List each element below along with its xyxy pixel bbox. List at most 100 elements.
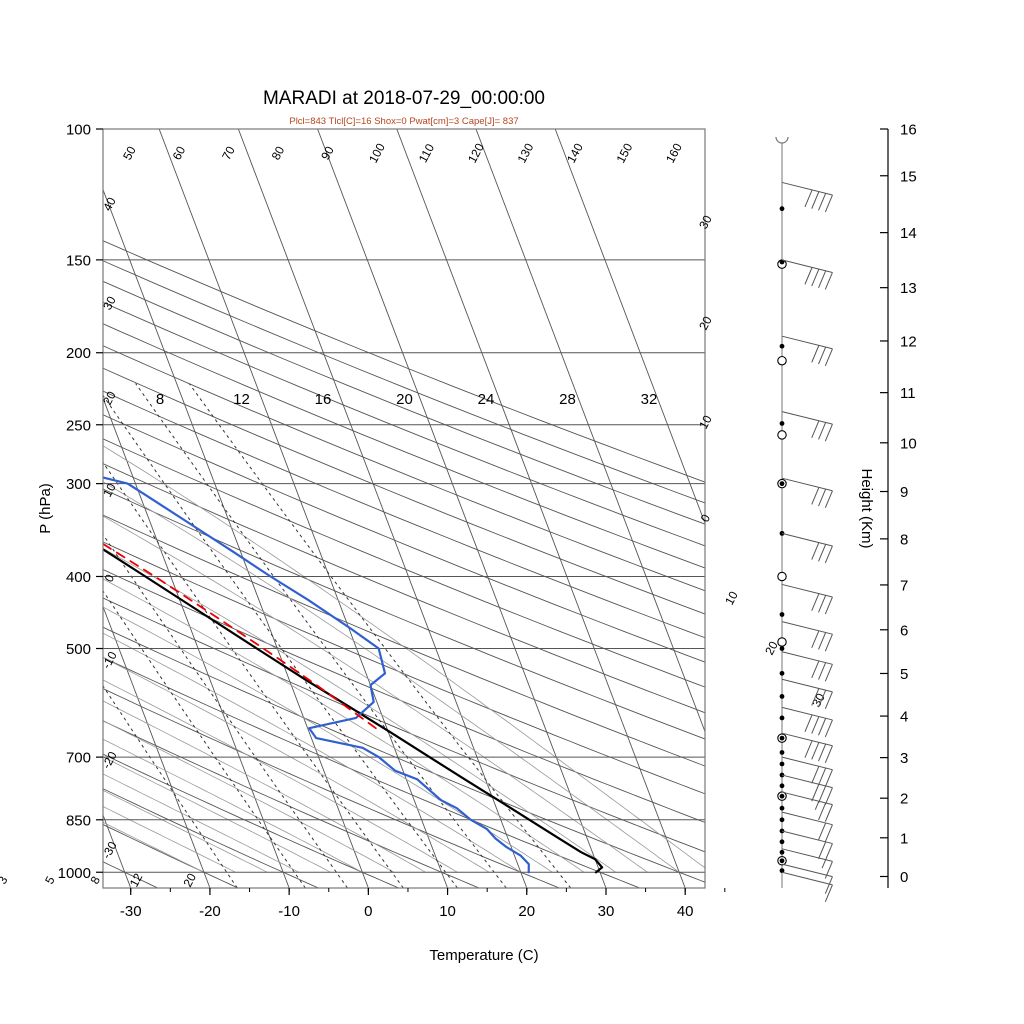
wind-barb-shaft [781,791,833,806]
pressure-tick-label: 400 [66,569,91,586]
isotherm-mid-label: 32 [641,391,658,408]
wind-barb-shaft [781,532,833,547]
dry-adiabat-line [103,240,705,483]
mixing-ratio-line [103,533,348,888]
wind-level-marker-filled [779,793,785,799]
isotherm-line [103,605,211,888]
wind-barb-full [818,841,827,860]
wind-barb [781,651,833,682]
isotherm-mid-label: 24 [478,391,495,408]
dry-adiabat-label-left: -10 [99,649,120,671]
wind-level-marker-filled [779,849,785,855]
dry-adiabat-label-left: -20 [99,749,120,771]
wind-level-marker-open [777,637,787,647]
dry-adiabat-line [103,301,705,547]
wind-barb-full [811,766,820,784]
dry-adiabat-label: 100 [366,141,388,166]
dry-adiabat-line [103,414,705,663]
wind-barb-full [811,593,820,611]
mixing-ratio-line [135,383,507,888]
dry-adiabat-line [103,488,705,740]
dry-adiabat-label-left: 20 [100,389,119,408]
isotherm-line [237,129,528,888]
isotherm-line [396,129,686,888]
dry-adiabat-line [103,656,640,888]
pressure-tick-label: 700 [66,750,91,767]
y-axis-label: P (hPa) [37,483,54,534]
dry-adiabat-line [103,861,158,888]
wind-barb-full [811,487,820,505]
mixing-ratio-line [188,383,572,888]
wind-level-marker-filled [779,206,785,212]
height-tick-label: 7 [900,577,908,594]
height-tick-label: 9 [900,484,908,501]
wind-barb-full [818,662,827,680]
wind-level-marker-filled [779,646,785,651]
height-tick-label: 0 [900,869,908,886]
wind-barb [781,791,833,822]
mixing-ratio-label: 3 [0,874,11,887]
wind-barb-full [818,488,827,507]
wind-barb-full [824,596,833,615]
wind-level-marker-open [777,355,787,366]
wind-barb-full [824,876,833,894]
wind-level-marker-filled [779,817,785,823]
wind-barb [781,732,833,763]
dry-adiabat-label: 110 [416,141,437,165]
mixing-ratio-label: 5 [42,874,58,887]
wind-barb-full [811,660,820,679]
wind-barb-full [824,843,833,861]
isotherm-right-label: 10 [722,589,741,608]
wind-barb-shaft [781,830,833,845]
dry-adiabat-label: 90 [318,144,337,163]
wind-barb-full [824,633,833,652]
dry-adiabat-label-left: 40 [100,195,119,214]
temperature-tick-label: -10 [278,903,300,920]
dry-adiabat-label: 60 [170,144,189,163]
wind-barb [781,411,833,442]
wind-barb-shaft [781,621,833,635]
mixing-ratio-label: 8 [88,874,104,887]
wind-barb-full [824,719,833,738]
wind-barb-full [818,802,827,821]
wind-barb-shaft [781,583,833,598]
wind-barb-full [811,268,820,287]
isotherm-mid-label: 8 [156,391,164,408]
height-tick-label: 11 [900,385,916,402]
wind-barb-shaft [781,678,833,693]
pressure-tick-label: 200 [66,345,91,362]
pressure-tick-label: 100 [66,122,91,139]
wind-level-marker-filled [779,750,785,755]
series-dewpoint [103,476,530,874]
dry-adiabat-label: 130 [515,141,537,166]
wind-barb-full [818,270,827,288]
isotherm-mid-label: 28 [559,391,576,408]
series-temperature [103,547,604,874]
isotherm-line [317,129,607,888]
wind-barb [781,583,833,615]
wind-barb-full [811,784,820,802]
wind-level-marker-filled [779,839,785,845]
temperature-tick-label: 10 [439,903,456,920]
moist-adiabat-line [103,515,648,873]
height-tick-label: 15 [900,168,917,185]
wind-barb-full [818,689,827,708]
dry-adiabat-label-left: 10 [100,481,119,500]
wind-barb [781,532,833,564]
dry-adiabat-line [103,390,705,639]
wind-barb-shaft [781,774,833,789]
wind-barb-full [818,422,827,440]
wind-level-marker-filled [779,343,785,349]
wind-barb-full [811,630,820,648]
wind-barb-full [824,769,833,787]
dry-adiabat-line [103,367,705,615]
wind-level-marker-filled [779,735,785,741]
dry-adiabat-label: 70 [219,144,238,163]
wind-barb-full [818,544,827,562]
dry-adiabat-label-left: 0 [102,572,118,585]
wind-barb-full [824,272,833,290]
wind-barb [781,477,833,508]
wind-barb-full [811,542,820,560]
wind-barb-shaft [781,848,833,862]
dry-adiabat-label: 120 [465,141,487,166]
